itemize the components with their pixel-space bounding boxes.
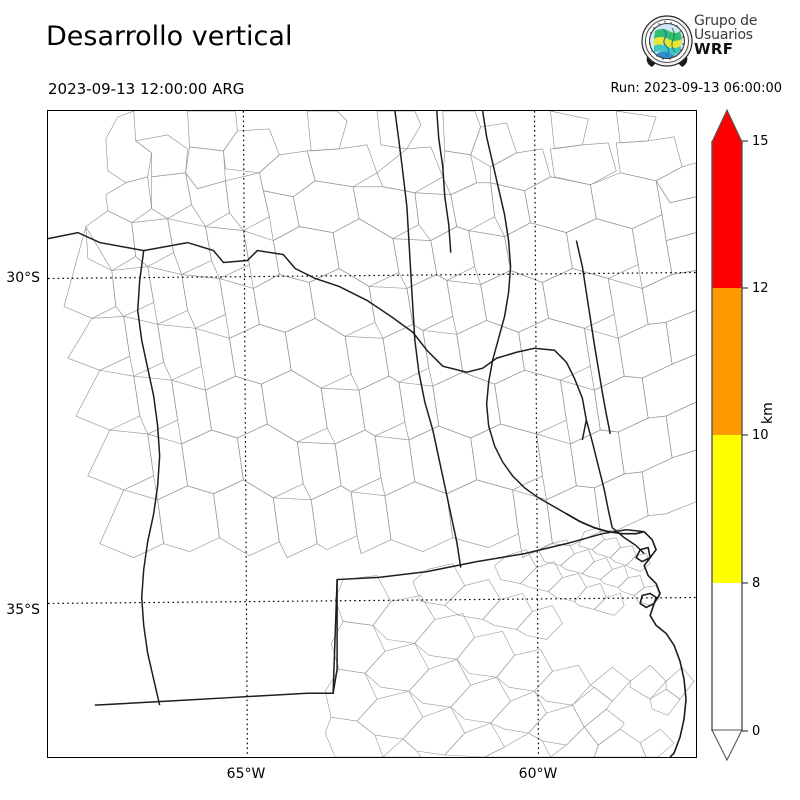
colorbar-tick-12: 12 [752,281,769,296]
buenos-aires-partidos [324,527,695,757]
run-time-label: Run: 2023-09-13 06:00:00 [610,81,782,96]
colorbar-extend-top [711,108,743,143]
map-canvas[interactable] [47,110,697,758]
colorbar-band-8-10 [712,435,742,583]
lon-label-65W: 65°W [226,766,266,782]
logo: Grupo de Usuarios WRF [638,12,798,72]
colorbar-unit-label: km [760,402,776,424]
page-title: Desarrollo vertical [46,21,293,52]
province-boundaries [48,111,645,706]
lat-label-35S: 35°S [6,602,40,618]
map-vector-layers [48,111,696,757]
colorbar-tick-15: 15 [752,134,769,149]
logo-text: Grupo de Usuarios WRF [694,14,798,57]
logo-line-2: Usuarios [694,27,753,43]
colorbar-band-0-8 [712,583,742,731]
lon-label-60W: 60°W [518,766,558,782]
colorbar-tick-0: 0 [752,724,761,739]
wrf-users-group-seal-icon [641,15,693,67]
colorbar-tick-8: 8 [752,576,761,591]
lat-label-30S: 30°S [6,270,40,286]
valid-time-label: 2023-09-13 12:00:00 ARG [48,80,245,98]
colorbar-extend-bottom [711,729,743,762]
colorbar[interactable] [706,108,748,762]
logo-line-1: Grupo de [694,13,758,29]
department-boundaries [63,111,696,559]
colorbar-band-10-12 [712,288,742,435]
coastline [566,513,687,757]
colorbar-band-12-15 [712,141,742,288]
logo-line-3: WRF [694,40,734,58]
colorbar-tick-10: 10 [752,428,769,443]
colorbar-gradient [711,108,748,762]
gridline-lat-35S [48,596,696,605]
